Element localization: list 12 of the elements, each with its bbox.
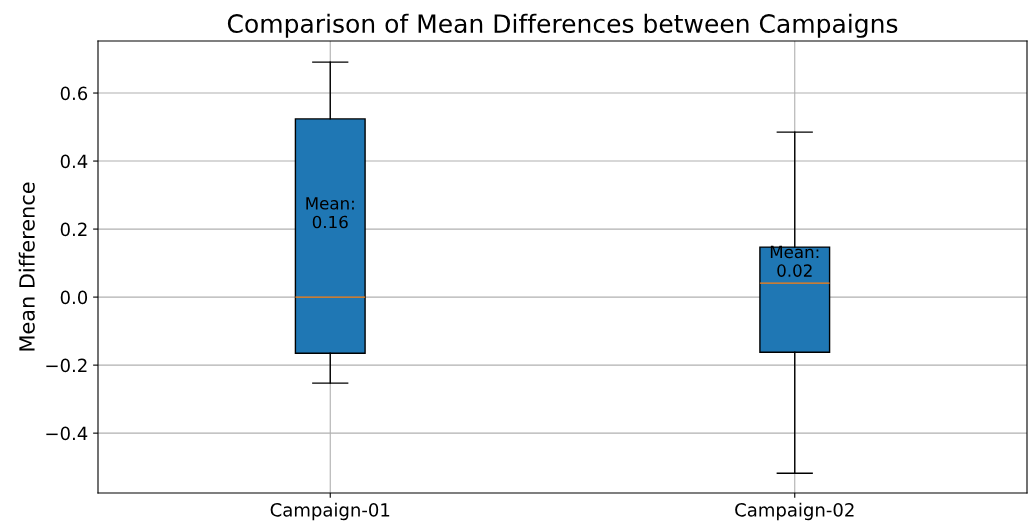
y-tick-label: −0.2: [46, 358, 87, 373]
annotation: Mean: 0.16: [306, 197, 354, 229]
chart-title: Comparison of Mean Differences between Campaigns: [227, 13, 898, 38]
x-tick-label: Campaign-01: [270, 502, 390, 521]
y-tick-label: 0.2: [60, 222, 87, 237]
annotation: Mean: 0.02: [770, 245, 819, 277]
y-axis-title: Mean Difference: [18, 182, 35, 351]
y-tick-label: 0.6: [60, 86, 88, 101]
x-tick-label: Campaign-02: [735, 502, 854, 521]
y-tick-label: −0.4: [46, 426, 88, 441]
y-tick-label: 0.4: [60, 154, 88, 169]
y-tick-label: 0.0: [60, 290, 88, 305]
